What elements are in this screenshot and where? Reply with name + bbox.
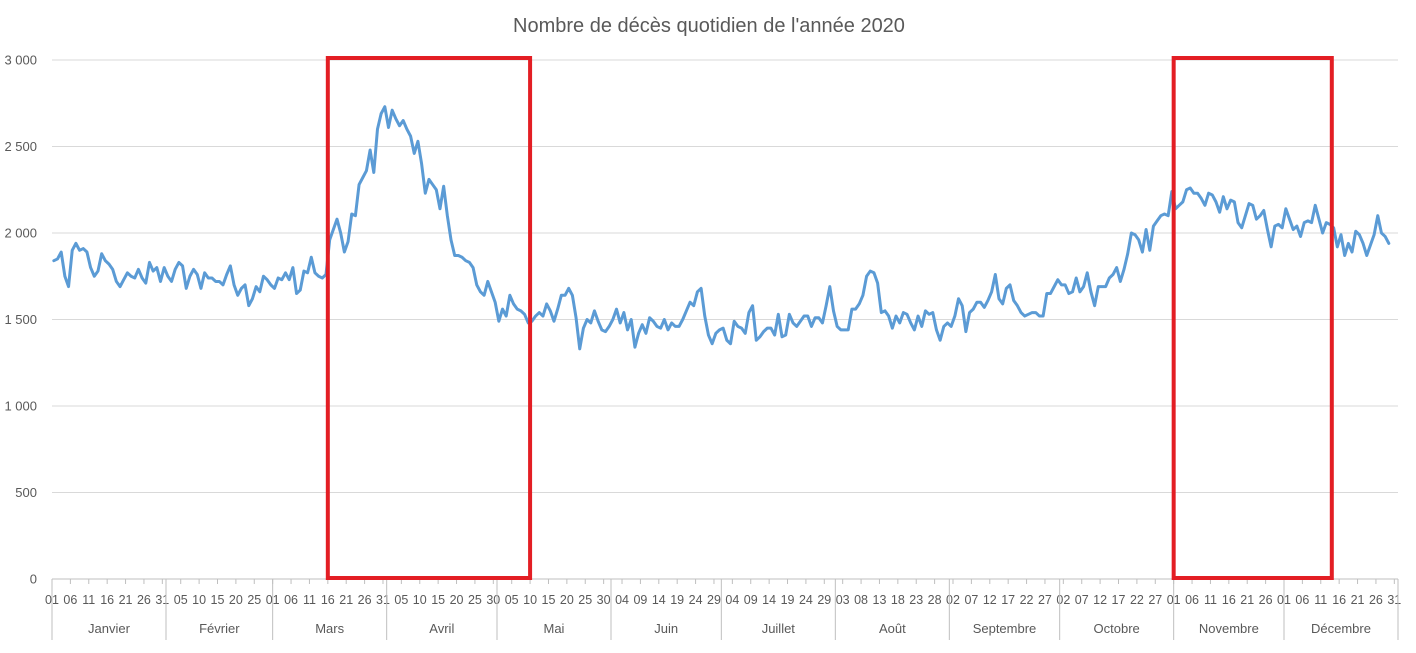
x-tick-label: 20 — [450, 593, 464, 607]
x-tick-label: 02 — [946, 593, 960, 607]
x-tick-label: 29 — [707, 593, 721, 607]
x-tick-label: 26 — [137, 593, 151, 607]
x-tick-label: 20 — [229, 593, 243, 607]
x-tick-label: 05 — [394, 593, 408, 607]
x-tick-label: 16 — [1222, 593, 1236, 607]
month-label-7: Août — [879, 621, 906, 636]
x-tick-label: 30 — [597, 593, 611, 607]
x-tick-label: 11 — [303, 593, 316, 607]
month-label-8: Septembre — [973, 621, 1037, 636]
x-tick-label: 15 — [211, 593, 225, 607]
month-label-0: Janvier — [88, 621, 131, 636]
x-tick-label: 25 — [247, 593, 261, 607]
x-tick-label: 14 — [762, 593, 776, 607]
month-label-2: Mars — [315, 621, 344, 636]
x-tick-label: 16 — [1332, 593, 1346, 607]
x-tick-label: 06 — [63, 593, 77, 607]
x-tick-label: 18 — [891, 593, 905, 607]
x-tick-label: 31 — [1387, 593, 1401, 607]
x-tick-label: 10 — [192, 593, 206, 607]
x-tick-label: 15 — [542, 593, 556, 607]
x-tick-label: 29 — [817, 593, 831, 607]
x-tick-label: 10 — [413, 593, 427, 607]
y-tick-label: 1 500 — [4, 312, 37, 327]
month-label-3: Avril — [429, 621, 454, 636]
x-tick-label: 26 — [358, 593, 372, 607]
x-tick-label: 28 — [928, 593, 942, 607]
y-tick-label: 1 000 — [4, 399, 37, 414]
x-tick-label: 09 — [633, 593, 647, 607]
month-label-9: Octobre — [1094, 621, 1140, 636]
x-tick-label: 27 — [1148, 593, 1162, 607]
grid-lines — [52, 59, 1398, 580]
x-tick-label: 06 — [1185, 593, 1199, 607]
highlight-box-2 — [1171, 56, 1334, 580]
x-tick-label: 25 — [468, 593, 482, 607]
x-tick-label: 24 — [799, 593, 813, 607]
x-tick-label: 03 — [836, 593, 850, 607]
x-tick-label: 17 — [1001, 593, 1015, 607]
x-tick-label: 12 — [983, 593, 997, 607]
x-tick-label: 20 — [560, 593, 574, 607]
y-tick-label: 2 000 — [4, 226, 37, 241]
x-tick-label: 04 — [725, 593, 739, 607]
x-tick-label: 04 — [615, 593, 629, 607]
x-tick-label: 11 — [1204, 593, 1217, 607]
x-tick-label: 19 — [670, 593, 684, 607]
month-label-6: Juillet — [762, 621, 796, 636]
month-label-11: Décembre — [1311, 621, 1371, 636]
month-label-4: Mai — [544, 621, 565, 636]
x-tick-label: 21 — [1351, 593, 1365, 607]
x-tick-label: 05 — [174, 593, 188, 607]
month-label-1: Février — [199, 621, 240, 636]
x-tick-label: 11 — [82, 593, 95, 607]
x-tick-label: 05 — [505, 593, 519, 607]
x-tick-label: 31 — [155, 593, 169, 607]
x-tick-label: 16 — [321, 593, 335, 607]
x-tick-label: 22 — [1020, 593, 1034, 607]
month-label-10: Novembre — [1199, 621, 1259, 636]
x-tick-label: 24 — [689, 593, 703, 607]
x-tick-label: 19 — [781, 593, 795, 607]
month-label-5: Juin — [654, 621, 678, 636]
x-tick-label: 30 — [486, 593, 500, 607]
x-tick-label: 27 — [1038, 593, 1052, 607]
x-tick-label: 26 — [1369, 593, 1383, 607]
y-tick-label: 2 500 — [4, 139, 37, 154]
x-tick-label: 06 — [284, 593, 298, 607]
x-tick-label: 11 — [1314, 593, 1327, 607]
highlight-box-1 — [325, 56, 533, 580]
series-line-daily-deaths — [52, 105, 1391, 351]
highlight-boxes — [325, 56, 1334, 580]
x-tick-label: 21 — [1240, 593, 1254, 607]
x-tick-label: 26 — [1259, 593, 1273, 607]
y-tick-label: 3 000 — [4, 53, 37, 68]
x-tick-label: 12 — [1093, 593, 1107, 607]
x-tick-label: 06 — [1295, 593, 1309, 607]
y-axis-ticks: 0 500 1 000 1 500 2 000 2 500 3 000 — [4, 53, 37, 587]
x-tick-label: 14 — [652, 593, 666, 607]
x-tick-label: 16 — [100, 593, 114, 607]
x-tick-label: 15 — [431, 593, 445, 607]
x-tick-label: 22 — [1130, 593, 1144, 607]
x-tick-label: 08 — [854, 593, 868, 607]
y-tick-label: 500 — [15, 485, 37, 500]
x-tick-label: 31 — [376, 593, 390, 607]
x-tick-label: 10 — [523, 593, 537, 607]
y-tick-label: 0 — [30, 572, 37, 587]
x-tick-label: 23 — [909, 593, 923, 607]
x-tick-label: 21 — [119, 593, 133, 607]
x-tick-label: 13 — [873, 593, 887, 607]
x-tick-label: 25 — [578, 593, 592, 607]
x-tick-label: 09 — [744, 593, 758, 607]
chart-title: Nombre de décès quotidien de l'année 202… — [513, 15, 905, 37]
x-tick-label: 21 — [339, 593, 353, 607]
x-tick-label: 17 — [1112, 593, 1126, 607]
x-tick-label: 02 — [1056, 593, 1070, 607]
x-tick-label: 07 — [1075, 593, 1089, 607]
x-tick-label: 07 — [964, 593, 978, 607]
